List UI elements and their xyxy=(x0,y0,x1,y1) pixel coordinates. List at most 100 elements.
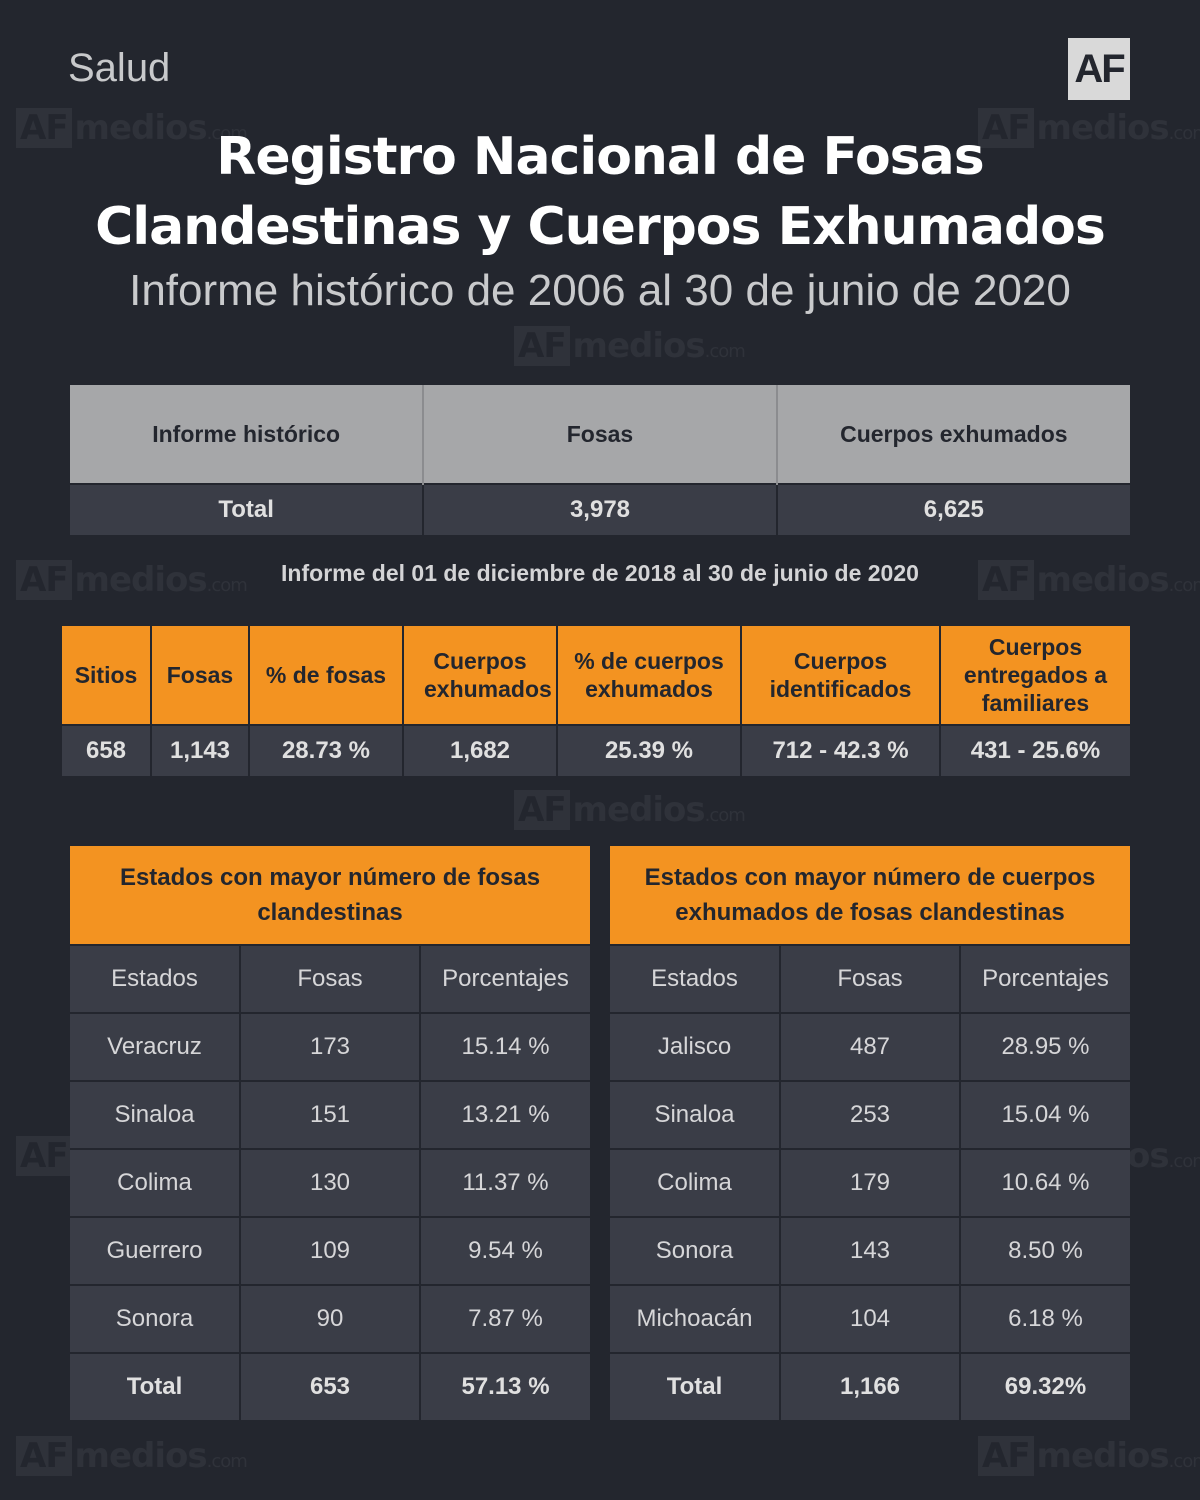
table-cell: Sonora xyxy=(610,1216,781,1285)
table-cell: 487 xyxy=(780,1012,961,1081)
table-cell: 1,166 xyxy=(780,1352,961,1420)
table-cell: 15.04 % xyxy=(960,1080,1130,1149)
header-cell: Cuerpos exhumados xyxy=(403,626,558,725)
table-total-row: Total 1,166 69.32% xyxy=(610,1352,1130,1420)
table-cell: Total xyxy=(70,1352,241,1420)
table-cell: 13.21 % xyxy=(420,1080,591,1149)
states-fosas-table: Estados con mayor número de fosas clande… xyxy=(70,846,591,1420)
table-row: Total 3,978 6,625 xyxy=(70,483,1130,535)
period-label: Informe del 01 de diciembre de 2018 al 3… xyxy=(281,560,919,586)
title-line-2: Clandestinas y Cuerpos Exhumados xyxy=(95,197,1106,257)
table-cell: 28.95 % xyxy=(960,1012,1130,1081)
header-cell: Estados xyxy=(70,944,241,1013)
table-header-row: Estados Fosas Porcentajes xyxy=(70,944,591,1013)
table-cell: 151 xyxy=(240,1080,421,1149)
table-cell: 7.87 % xyxy=(420,1284,591,1353)
table-cell: 8.50 % xyxy=(960,1216,1130,1285)
historic-table: Informe histórico Fosas Cuerpos exhumado… xyxy=(70,385,1130,535)
table-cell: 10.64 % xyxy=(960,1148,1130,1217)
table-cell: 69.32% xyxy=(960,1352,1130,1420)
header-cell: Cuerpos identificados xyxy=(741,626,941,725)
table-cell: 15.14 % xyxy=(420,1012,591,1081)
header-cell: Fosas xyxy=(780,944,961,1013)
states-cuerpos-table: Estados con mayor número de cuerpos exhu… xyxy=(610,846,1130,1420)
header-cell: Cuerpos exhumados xyxy=(776,385,1130,484)
table-cell: Veracruz xyxy=(70,1012,241,1081)
table-cell: 179 xyxy=(780,1148,961,1217)
header-cell: Fosas xyxy=(423,385,778,484)
table-cell: Sonora xyxy=(70,1284,241,1353)
table-cell: 57.13 % xyxy=(420,1352,591,1420)
table-cell: 6,625 xyxy=(776,483,1130,535)
table-cell: 1,682 xyxy=(403,724,558,776)
table-row: Colima 130 11.37 % xyxy=(70,1148,591,1217)
page-subtitle: Informe histórico de 2006 al 30 de junio… xyxy=(129,266,1071,315)
header-cell: Porcentajes xyxy=(960,944,1130,1013)
table-cell: 3,978 xyxy=(423,483,778,535)
table-cell: 653 xyxy=(240,1352,421,1420)
table-cell: 90 xyxy=(240,1284,421,1353)
table-cell: 658 xyxy=(62,724,152,776)
table-caption: Estados con mayor número de cuerpos exhu… xyxy=(610,846,1130,945)
table-header-row: Sitios Fosas % de fosas Cuerpos exhumado… xyxy=(62,626,1130,725)
header-cell: Informe histórico xyxy=(70,385,425,484)
table-row: Jalisco 487 28.95 % xyxy=(610,1012,1130,1081)
table-row: Sinaloa 151 13.21 % xyxy=(70,1080,591,1149)
table-header-row: Informe histórico Fosas Cuerpos exhumado… xyxy=(70,385,1130,484)
table-row: Michoacán 104 6.18 % xyxy=(610,1284,1130,1353)
table-row: Sonora 90 7.87 % xyxy=(70,1284,591,1353)
table-cell: Jalisco xyxy=(610,1012,781,1081)
table-cell: 25.39 % xyxy=(557,724,742,776)
table-cell: 28.73 % xyxy=(249,724,404,776)
table-cell: Total xyxy=(70,483,425,535)
table-header-row: Estados Fosas Porcentajes xyxy=(610,944,1130,1013)
period-table: Sitios Fosas % de fosas Cuerpos exhumado… xyxy=(62,626,1130,776)
table-cell: Sinaloa xyxy=(610,1080,781,1149)
table-cell: Guerrero xyxy=(70,1216,241,1285)
table-cell: Total xyxy=(610,1352,781,1420)
table-cell: 1,143 xyxy=(151,724,250,776)
table-row: Sinaloa 253 15.04 % xyxy=(610,1080,1130,1149)
table-cell: 173 xyxy=(240,1012,421,1081)
table-total-row: Total 653 57.13 % xyxy=(70,1352,591,1420)
table-row: Veracruz 173 15.14 % xyxy=(70,1012,591,1081)
table-cell: Michoacán xyxy=(610,1284,781,1353)
table-row: 658 1,143 28.73 % 1,682 25.39 % 712 - 42… xyxy=(62,724,1130,776)
table-cell: 143 xyxy=(780,1216,961,1285)
table-cell: 431 - 25.6% xyxy=(940,724,1130,776)
header-cell: % de cuerpos exhumados xyxy=(557,626,742,725)
table-row: Colima 179 10.64 % xyxy=(610,1148,1130,1217)
header-cell: Porcentajes xyxy=(420,944,591,1013)
table-caption: Estados con mayor número de fosas clande… xyxy=(70,846,591,945)
page-title: Registro Nacional de Fosas Clandestinas … xyxy=(0,122,1200,262)
table-cell: 11.37 % xyxy=(420,1148,591,1217)
table-cell: 130 xyxy=(240,1148,421,1217)
table-cell: 253 xyxy=(780,1080,961,1149)
header-cell: Estados xyxy=(610,944,781,1013)
table-caption-row: Estados con mayor número de fosas clande… xyxy=(70,846,591,945)
header-cell: Fosas xyxy=(240,944,421,1013)
table-cell: Sinaloa xyxy=(70,1080,241,1149)
table-cell: 109 xyxy=(240,1216,421,1285)
section-label: Salud xyxy=(68,46,171,90)
table-cell: 712 - 42.3 % xyxy=(741,724,941,776)
table-row: Guerrero 109 9.54 % xyxy=(70,1216,591,1285)
table-cell: 6.18 % xyxy=(960,1284,1130,1353)
header-cell: Fosas xyxy=(151,626,250,725)
title-line-1: Registro Nacional de Fosas xyxy=(216,127,984,187)
table-cell: 104 xyxy=(780,1284,961,1353)
header-cell: Sitios xyxy=(62,626,152,725)
table-cell: 9.54 % xyxy=(420,1216,591,1285)
table-cell: Colima xyxy=(70,1148,241,1217)
header-cell: % de fosas xyxy=(249,626,404,725)
table-caption-row: Estados con mayor número de cuerpos exhu… xyxy=(610,846,1130,945)
header-cell: Cuerpos entregados a familiares xyxy=(940,626,1130,725)
table-row: Sonora 143 8.50 % xyxy=(610,1216,1130,1285)
